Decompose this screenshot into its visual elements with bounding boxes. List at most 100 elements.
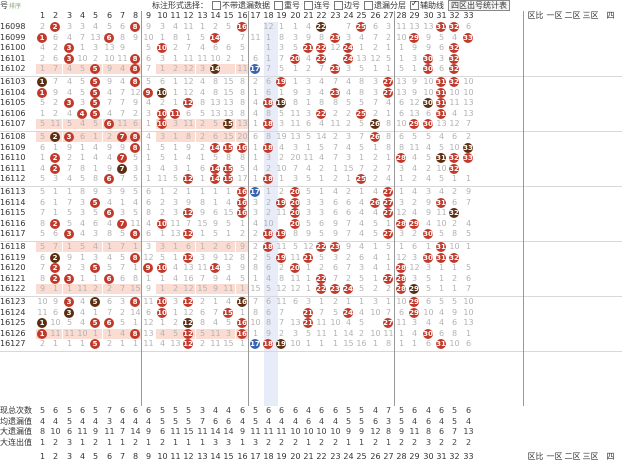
drawn-number-ball: 1 xyxy=(37,318,47,328)
checkbox[interactable] xyxy=(304,1,313,10)
missing-value: 5 xyxy=(39,174,46,183)
missing-value xyxy=(462,54,475,64)
missing-value: 1 xyxy=(305,274,312,283)
missing-value: 9 xyxy=(145,22,152,31)
toolbar: 号排序 标注形式选择： 不带遗漏数据 重号 连号 边号 遗漏分层 辅助线 四区出… xyxy=(0,0,622,11)
missing-value: 6 xyxy=(39,143,46,152)
missing-value: 8 xyxy=(332,98,339,107)
option-layer[interactable]: 遗漏分层 xyxy=(364,0,406,11)
missing-value: 1 xyxy=(292,22,299,31)
missing-value: 9 xyxy=(451,308,458,317)
missing-value: 7 xyxy=(372,98,379,107)
missing-value: 15 xyxy=(223,77,234,86)
footer-value: 10 xyxy=(316,427,327,436)
missing-value: 6 xyxy=(265,88,272,97)
missing-value: 4 xyxy=(106,198,113,207)
missing-value: 1 xyxy=(252,329,259,338)
checkbox-checked[interactable] xyxy=(410,0,419,10)
option-no-missing[interactable]: 不带遗漏数据 xyxy=(212,0,270,11)
missing-value: 7 xyxy=(332,274,339,283)
footer-value: 6 xyxy=(145,406,152,415)
missing-value: 5 xyxy=(159,143,166,152)
missing-value: 2 xyxy=(358,329,365,338)
footer-value: 1 xyxy=(239,437,246,447)
footer-value: 1 xyxy=(345,437,352,447)
missing-value: 1 xyxy=(385,253,392,262)
stat-header: 四 xyxy=(606,11,615,20)
missing-value: 1 xyxy=(318,174,325,183)
missing-value: 11 xyxy=(143,297,154,306)
missing-value: 10 xyxy=(370,308,381,317)
checkbox[interactable] xyxy=(334,1,343,10)
footer-value: 1 xyxy=(385,437,392,447)
drawn-number-ball: 20 xyxy=(290,208,300,218)
footer-row: 均遗漏值 4 4 5 4 4 3 4 4 4 5 5 5 7 6 6 4 5 4 4 4 6 4 4 5 5 6 3 5 4 6 4 5 4 xyxy=(0,417,622,427)
missing-value: 2 xyxy=(199,143,206,152)
missing-value: 4 xyxy=(92,22,99,31)
missing-value: 9 xyxy=(52,88,59,97)
missing-value: 4 xyxy=(66,33,73,42)
missing-value: 7 xyxy=(345,263,352,272)
footer-value: 2 xyxy=(159,437,166,447)
missing-value: 10 xyxy=(104,54,115,63)
missing-value: 6 xyxy=(372,22,379,31)
footer-value: 5 xyxy=(172,406,179,415)
missing-value: 11 xyxy=(250,33,261,42)
missing-value: 10 xyxy=(396,297,407,306)
drawn-number-ball: 32 xyxy=(449,64,459,74)
missing-value: 1 xyxy=(465,242,472,251)
missing-value: 12 xyxy=(396,208,407,217)
checkbox[interactable] xyxy=(212,1,221,10)
missing-value: 3 xyxy=(372,77,379,86)
drawn-number-ball: 28 xyxy=(396,153,406,163)
footer-value: 6 xyxy=(66,427,73,436)
stat-header: 二区 xyxy=(564,11,581,20)
missing-value: 8 xyxy=(119,33,126,42)
zone-divider xyxy=(394,11,395,406)
drawn-number-ball: 12 xyxy=(183,98,193,108)
sort-toggle[interactable]: 排序 xyxy=(9,3,22,10)
missing-value: 1 xyxy=(438,263,445,272)
missing-value: 9 xyxy=(239,263,246,272)
missing-value: 12 xyxy=(183,77,194,86)
missing-value: 8 xyxy=(278,33,285,42)
missing-value: 2 xyxy=(172,43,179,52)
missing-value: 12 xyxy=(370,54,381,63)
footer-value: 5 xyxy=(345,416,352,426)
number-header-19: 19 xyxy=(276,11,287,20)
missing-value: 7 xyxy=(119,109,126,118)
checkbox[interactable] xyxy=(274,1,283,10)
missing-value: 4 xyxy=(425,143,432,152)
missing-value: 5 xyxy=(292,43,299,52)
option-guide[interactable]: 辅助线 xyxy=(410,0,444,11)
missing-value: 5 xyxy=(265,284,272,293)
missing-value: 4 xyxy=(265,274,272,283)
option-edge[interactable]: 边号 xyxy=(334,0,360,11)
drawn-number-ball: 22 xyxy=(316,54,326,64)
missing-value: 1 xyxy=(438,274,445,283)
missing-value: 9 xyxy=(212,219,219,228)
missing-value: 9 xyxy=(106,77,113,86)
missing-value: 7 xyxy=(199,274,206,283)
footer-value: 2 xyxy=(451,437,458,447)
missing-value: 3 xyxy=(199,253,206,262)
option-repeat[interactable]: 重号 xyxy=(274,0,300,11)
option-consecutive[interactable]: 连号 xyxy=(304,0,330,11)
stats-button[interactable]: 四区出号统计表 xyxy=(448,0,510,11)
missing-value: 1 xyxy=(185,33,192,42)
missing-value: 2 xyxy=(451,219,458,228)
checkbox[interactable] xyxy=(364,1,373,10)
footer-value: 4 xyxy=(132,416,139,426)
missing-value: 11 xyxy=(63,329,76,339)
table-row: 16126 11 11 10 1 1 4 13 4 5 5 11 3 1 9 2 3 5 11 1 14 2 10 11 1 4 6… xyxy=(0,329,622,339)
footer-value: 1 xyxy=(106,437,113,447)
drawn-number-ball: 25 xyxy=(356,109,366,119)
drawn-number-ball: 23 xyxy=(330,33,340,43)
missing-value: 6 xyxy=(212,208,219,217)
footer-value: 5 xyxy=(92,406,99,415)
footer-value: 9 xyxy=(239,427,246,436)
missing-value: 13 xyxy=(396,77,407,86)
number-header-7: 7 xyxy=(119,11,126,20)
number-header-repeat: 21 xyxy=(303,452,314,461)
missing-value: 6 xyxy=(332,208,339,217)
